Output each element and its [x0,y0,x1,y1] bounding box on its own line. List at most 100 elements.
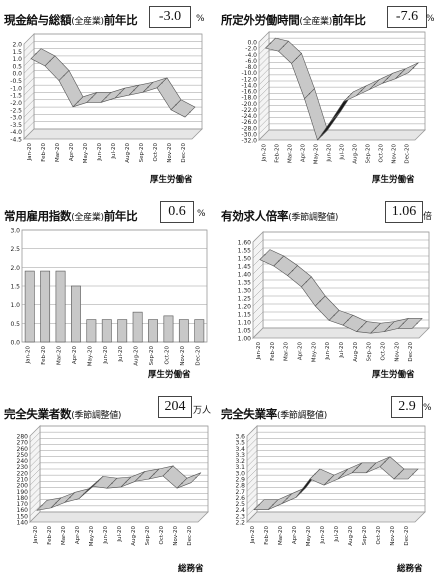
y-tick-label: 3.5 [235,440,245,447]
data-point [35,53,37,55]
gridline-side [258,86,270,98]
y-tick-label: 2.7 [235,489,245,496]
y-tick-label: 2.8 [235,483,245,490]
x-tick-label: Mar-20 [278,526,284,546]
data-point [264,254,266,256]
y-tick-label: 250 [17,452,29,459]
data-point [189,111,191,113]
panel-unemployed: 完全失業者数(季節調整値) 204 万人 280 270 260 250 240 230 2… [0,384,217,576]
x-tick-label: Aug-20 [134,346,140,366]
gridline-side [23,41,35,52]
chart-job-ratio: 1.601.551.501.451.401.351.301.251.201.15… [238,231,430,362]
x-tick-label: Dec-20 [187,526,193,546]
gridline-side [258,68,270,79]
panel-title: 完全失業率(季節調整値) [221,407,327,421]
x-tick-label: Jul-20 [340,144,346,161]
gridline-side [23,70,35,81]
gridline-side [252,239,264,251]
panel-title: 完全失業者数(季節調整値) [4,407,122,421]
x-tick-label: Feb-20 [270,342,276,361]
y-tick-label: 1.50 [238,256,252,263]
y-tick-label: 0.0 [247,40,257,47]
gridline-side [23,33,35,45]
data-point [161,82,163,84]
x-tick-label: Feb-20 [264,526,270,545]
gridline-side [258,99,270,110]
gridline-side [252,295,264,307]
y-tick-label: 2.0 [12,42,22,49]
source-label: 厚生労働省 [372,370,415,380]
x-tick-label: Nov-20 [394,342,400,362]
data-point [334,116,337,118]
x-tick-label: Aug-20 [348,526,354,546]
value-box: -3.0 [149,6,191,28]
gridline-side [246,456,258,467]
data-point [305,281,308,283]
y-tick-label: 1.35 [238,280,252,287]
panel-wage: 現金給与総額(全産業)前年比 -3.0 % 2.0 1.5 1.0 0.5 0.0 -0.… [0,0,217,192]
y-tick-label: 1.05 [238,328,252,335]
data-point [295,57,298,60]
y-tick-label: 3.1 [235,464,245,471]
unit-label: % [426,14,434,24]
gridline-side [29,474,41,486]
gridline-side [252,327,264,339]
data-point [153,473,155,475]
x-tick-label: Feb-20 [41,346,47,365]
data-point [398,473,400,475]
y-tick-label: -18.0 [241,95,257,102]
gridline-side [246,438,258,449]
y-tick-label: 1.10 [238,320,252,327]
y-tick-label: 200 [17,483,29,490]
bar [24,270,35,343]
panel-job-ratio: 有効求人倍率(季節調整値) 1.06 倍 1.60 1.55 1.50 1.45 1.4… [217,192,434,384]
data-point [347,96,350,98]
data-point [328,479,330,481]
source-label: 厚生労働省 [372,175,415,185]
data-point [399,73,402,75]
data-point [361,326,363,328]
y-tick-label: 140 [17,520,29,527]
y-tick-label: -4.0 [10,129,22,136]
data-point [175,104,177,106]
source-label: 総務省 [178,564,204,574]
x-tick-label: Feb-20 [47,526,53,545]
x-tick-label: May-20 [306,526,312,547]
gridline-side [29,425,41,437]
value-box: 2.9 [391,396,423,418]
gridline-side [258,74,270,86]
data-point [314,473,316,475]
x-tick-label: Aug-20 [353,342,359,362]
bar [101,319,112,343]
gridline-side [258,50,270,61]
y-tick-label: -22.0 [241,107,257,114]
x-tick-label: Oct-20 [159,526,165,545]
gridline-side [29,438,41,449]
panel-title: 常用雇用指数(全産業)前年比 [4,209,138,223]
y-tick-label: -32.0 [241,138,257,145]
gridline-side [29,462,41,474]
data-point [105,96,107,99]
y-tick-label: 190 [17,489,29,496]
panel-title: 所定外労働時間(全産業)前年比 [221,13,366,27]
x-tick-label: Apr-20 [69,143,75,162]
y-tick-label: 2.2 [235,520,245,527]
x-tick-label: Mar-20 [288,144,294,164]
data-point [291,270,294,272]
chart-employment-index: 3.0 2.5 2.0 1.5 1.0 0.5 0.0 Jan-20 Feb-20 Mar-20 A… [10,228,208,366]
gridline-side [246,481,258,492]
gridline-side [258,117,270,128]
ribbon-segment [397,318,423,329]
y-tick-label: 3.2 [235,458,245,465]
gridline-side [258,129,270,141]
data-point [402,322,404,324]
gridline-side [23,121,35,132]
chart-unemployed: 2802702602502402302202102001901801701601… [17,425,209,546]
panel-employment-index: 常用雇用指数(全産業)前年比 0.6 % 3.0 2.5 2.0 1.5 1.0 0.5 0… [0,192,217,384]
bar [86,319,97,343]
y-tick-label: 2.3 [235,513,245,520]
y-tick-label: 1.0 [12,56,22,63]
x-tick-label: Sep-20 [362,526,368,546]
gridline-side [23,99,35,110]
gridline-side [252,263,264,275]
